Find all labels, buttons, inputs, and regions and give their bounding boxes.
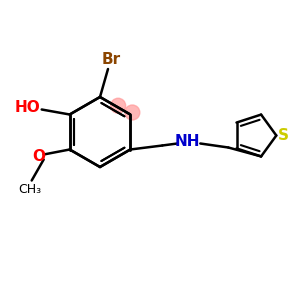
Text: S: S — [278, 128, 289, 143]
Text: Br: Br — [101, 52, 121, 67]
Circle shape — [125, 105, 140, 120]
Text: NH: NH — [175, 134, 200, 149]
Circle shape — [111, 98, 126, 113]
Text: CH₃: CH₃ — [18, 183, 41, 196]
Text: O: O — [32, 149, 45, 164]
Text: HO: HO — [15, 100, 40, 115]
